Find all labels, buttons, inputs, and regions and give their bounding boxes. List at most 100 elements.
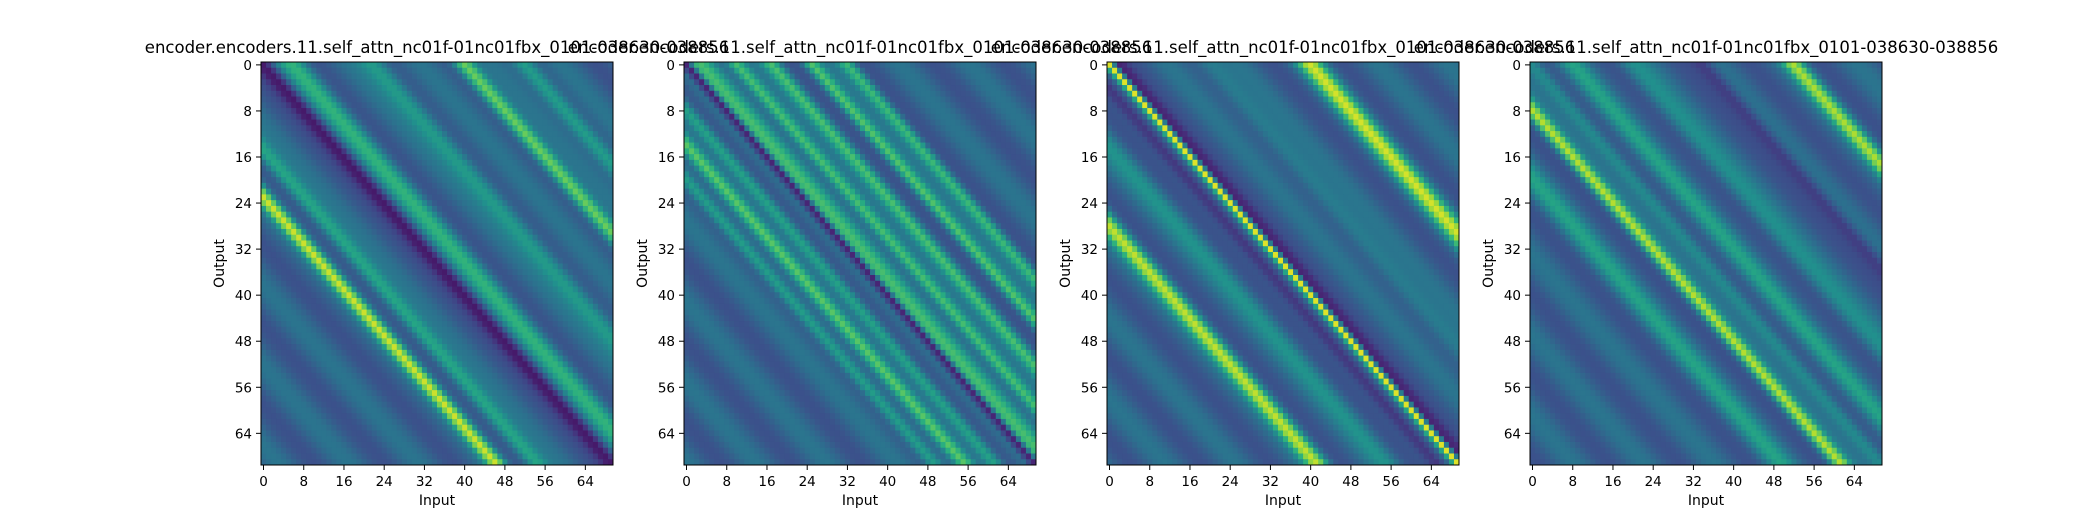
heatmap-cell xyxy=(281,131,287,138)
heatmap-cell xyxy=(507,171,513,178)
heatmap-cell xyxy=(457,148,463,155)
heatmap-cell xyxy=(885,62,891,69)
heatmap-cell xyxy=(582,384,589,391)
heatmap-cell xyxy=(261,171,267,178)
heatmap-cell xyxy=(286,280,292,288)
heatmap-cell xyxy=(266,436,272,443)
heatmap-cell xyxy=(452,390,458,397)
heatmap-cell xyxy=(291,332,297,339)
heatmap-cell xyxy=(547,459,554,466)
heatmap-cell xyxy=(477,459,483,466)
heatmap-cell xyxy=(351,395,358,403)
heatmap-cell xyxy=(437,315,443,322)
heatmap-cell xyxy=(452,321,458,328)
heatmap-cell xyxy=(487,79,493,86)
heatmap-cell xyxy=(286,372,292,380)
heatmap-cell xyxy=(457,355,463,362)
heatmap-cell xyxy=(597,108,604,115)
heatmap-cell xyxy=(477,136,483,144)
heatmap-cell xyxy=(281,407,287,414)
heatmap-cell xyxy=(567,154,574,161)
heatmap-cell xyxy=(442,113,448,121)
heatmap-cell xyxy=(512,292,518,299)
heatmap-cell xyxy=(492,108,498,115)
heatmap-cell xyxy=(582,136,589,144)
heatmap-cell xyxy=(426,430,433,437)
heatmap-cell xyxy=(542,430,549,437)
heatmap-cell xyxy=(266,453,272,460)
heatmap-cell xyxy=(582,79,589,86)
heatmap-cell xyxy=(457,401,463,408)
heatmap-cell xyxy=(386,125,393,132)
heatmap-cell xyxy=(557,205,564,213)
heatmap-cell xyxy=(447,131,453,138)
heatmap-cell xyxy=(346,148,353,155)
heatmap-cell xyxy=(406,159,413,167)
heatmap-cell xyxy=(437,108,443,115)
heatmap-cell xyxy=(341,113,347,121)
heatmap-cell xyxy=(266,407,272,414)
heatmap-cell xyxy=(281,367,287,374)
heatmap-cell xyxy=(477,142,483,149)
heatmap-cell xyxy=(527,298,534,305)
heatmap-cell xyxy=(406,395,413,403)
heatmap-cell xyxy=(326,332,332,339)
heatmap-cell xyxy=(431,269,438,276)
heatmap-cell xyxy=(316,246,322,253)
heatmap-cell xyxy=(487,171,493,178)
heatmap-cell xyxy=(351,240,358,247)
heatmap-cell xyxy=(572,441,579,449)
heatmap-cell xyxy=(487,361,493,368)
heatmap-cell xyxy=(276,234,282,241)
heatmap-cell xyxy=(326,275,332,282)
heatmap-cell xyxy=(331,418,337,426)
heatmap-cell xyxy=(376,217,383,224)
heatmap-cell xyxy=(286,177,292,184)
heatmap-cell xyxy=(301,119,307,126)
heatmap-cell xyxy=(406,453,413,460)
heatmap-cell xyxy=(452,142,458,149)
heatmap-cell xyxy=(366,453,373,460)
heatmap-cell xyxy=(431,401,438,408)
heatmap-cell xyxy=(477,108,483,115)
heatmap-cell xyxy=(592,384,599,391)
heatmap-cell xyxy=(552,384,559,391)
heatmap-cell xyxy=(577,326,584,334)
heatmap-cell xyxy=(607,344,614,351)
heatmap-cell xyxy=(336,223,342,230)
heatmap-cell xyxy=(266,177,272,184)
heatmap-cell xyxy=(431,205,438,213)
heatmap-cell xyxy=(457,338,463,345)
heatmap-cell xyxy=(557,67,564,75)
heatmap-cell xyxy=(572,303,579,311)
heatmap-cell xyxy=(361,246,368,253)
heatmap-cell xyxy=(351,292,358,299)
heatmap-cell xyxy=(421,321,428,328)
heatmap-cell xyxy=(532,251,539,259)
heatmap-cell xyxy=(477,298,483,305)
heatmap-cell xyxy=(477,73,483,80)
heatmap-cell xyxy=(582,395,589,403)
heatmap-cell xyxy=(472,125,478,132)
heatmap-cell xyxy=(487,344,493,351)
heatmap-cell xyxy=(351,228,358,236)
heatmap-cell xyxy=(341,205,347,213)
heatmap-cell xyxy=(507,447,513,454)
heatmap-cell xyxy=(567,269,574,276)
heatmap-cell xyxy=(366,349,373,357)
heatmap-cell xyxy=(447,119,453,126)
heatmap-cell xyxy=(401,96,408,103)
heatmap-cell xyxy=(527,159,534,167)
heatmap-cell xyxy=(532,459,539,466)
heatmap-cell xyxy=(467,246,473,253)
heatmap-cell xyxy=(306,85,312,92)
heatmap-cell xyxy=(452,269,458,276)
heatmap-cell xyxy=(607,136,614,144)
heatmap-cell xyxy=(562,182,569,190)
heatmap-cell xyxy=(587,459,594,466)
heatmap-cell xyxy=(371,159,378,167)
heatmap-cell xyxy=(552,263,559,270)
heatmap-cell xyxy=(421,136,428,144)
heatmap-cell xyxy=(587,154,594,161)
heatmap-cell xyxy=(572,62,579,69)
